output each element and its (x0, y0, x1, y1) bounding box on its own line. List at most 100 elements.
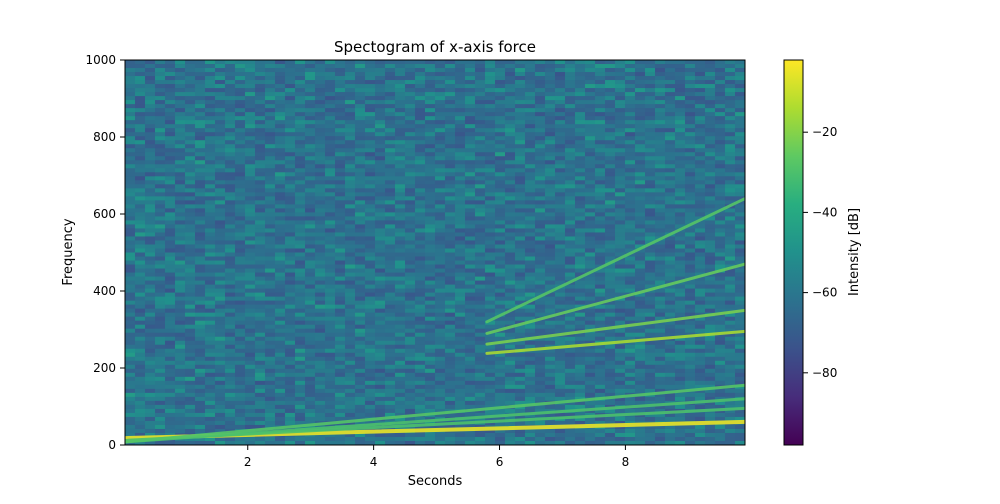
heatmap-cell (315, 128, 326, 133)
heatmap-cell (345, 320, 356, 326)
heatmap-cell (525, 400, 536, 406)
heatmap-cell (335, 440, 346, 445)
heatmap-cell (475, 308, 486, 314)
heatmap-cell (395, 300, 406, 306)
heatmap-cell (405, 256, 416, 262)
heatmap-cell (255, 304, 266, 310)
heatmap-cell (325, 380, 336, 386)
heatmap-cell (445, 380, 456, 386)
heatmap-cell (165, 104, 176, 109)
heatmap-cell (215, 316, 226, 322)
heatmap-cell (605, 136, 616, 141)
heatmap-cell (455, 220, 466, 226)
heatmap-cell (295, 144, 306, 149)
heatmap-cell (325, 104, 336, 109)
heatmap-cell (215, 416, 226, 422)
heatmap-cell (375, 316, 386, 322)
heatmap-cell (205, 388, 216, 394)
heatmap-cell (405, 440, 416, 445)
heatmap-cell (535, 336, 546, 342)
heatmap-cell (375, 408, 386, 414)
heatmap-cell (135, 76, 146, 81)
heatmap-cell (175, 284, 186, 290)
heatmap-cell (325, 68, 336, 73)
heatmap-cell (135, 392, 146, 398)
heatmap-cell (465, 100, 476, 105)
heatmap-cell (365, 408, 376, 414)
heatmap-cell (395, 204, 406, 209)
heatmap-cell (265, 220, 276, 226)
heatmap-cell (255, 176, 266, 181)
heatmap-cell (145, 364, 156, 370)
heatmap-cell (525, 112, 536, 117)
heatmap-cell (615, 208, 626, 213)
heatmap-cell (305, 336, 316, 342)
heatmap-cell (185, 104, 196, 109)
heatmap-cell (465, 88, 476, 93)
heatmap-cell (265, 148, 276, 153)
heatmap-cell (575, 344, 586, 350)
heatmap-cell (225, 220, 236, 226)
heatmap-cell (415, 188, 426, 193)
heatmap-cell (565, 284, 576, 290)
heatmap-cell (635, 408, 646, 414)
heatmap-cell (365, 340, 376, 346)
heatmap-cell (375, 280, 386, 286)
heatmap-cell (205, 348, 216, 354)
heatmap-cell (485, 292, 496, 298)
heatmap-cell (535, 296, 546, 302)
heatmap-cell (545, 272, 556, 278)
heatmap-cell (375, 120, 386, 125)
heatmap-cell (385, 300, 396, 306)
heatmap-cell (585, 344, 596, 350)
heatmap-cell (135, 212, 146, 218)
heatmap-cell (495, 324, 506, 330)
heatmap-cell (375, 256, 386, 262)
heatmap-cell (555, 428, 566, 434)
heatmap-cell (305, 364, 316, 370)
heatmap-cell (625, 132, 636, 137)
heatmap-cell (365, 88, 376, 93)
heatmap-cell (565, 332, 576, 338)
heatmap-cell (575, 240, 586, 246)
heatmap-cell (145, 420, 156, 426)
heatmap-cell (455, 384, 466, 390)
heatmap-cell (635, 272, 646, 278)
heatmap-cell (255, 328, 266, 334)
heatmap-cell (405, 260, 416, 266)
heatmap-cell (605, 372, 616, 378)
heatmap-cell (565, 404, 576, 410)
heatmap-cell (285, 184, 296, 189)
heatmap-cell (605, 356, 616, 362)
heatmap-cell (285, 168, 296, 173)
heatmap-cell (315, 296, 326, 302)
heatmap-cell (295, 192, 306, 197)
heatmap-cell (125, 284, 136, 290)
heatmap-cell (485, 368, 496, 374)
heatmap-cell (165, 140, 176, 145)
heatmap-cell (385, 256, 396, 262)
heatmap-cell (485, 332, 496, 338)
heatmap-cell (285, 84, 296, 89)
heatmap-cell (265, 232, 276, 238)
heatmap-cell (295, 184, 306, 189)
heatmap-cell (175, 388, 186, 394)
heatmap-cell (535, 196, 546, 201)
heatmap-cell (305, 148, 316, 153)
heatmap-cell (465, 328, 476, 334)
heatmap-cell (615, 112, 626, 117)
heatmap-cell (245, 360, 256, 366)
heatmap-cell (495, 240, 506, 246)
heatmap-cell (265, 192, 276, 197)
heatmap-cell (295, 148, 306, 153)
heatmap-cell (165, 248, 176, 254)
heatmap-cell (635, 104, 646, 109)
heatmap-cell (225, 188, 236, 193)
heatmap-cell (405, 368, 416, 374)
heatmap-cell (145, 284, 156, 290)
heatmap-cell (565, 236, 576, 242)
heatmap-cell (535, 244, 546, 250)
heatmap-cell (155, 380, 166, 386)
heatmap-cell (155, 164, 166, 169)
heatmap-cell (395, 356, 406, 362)
